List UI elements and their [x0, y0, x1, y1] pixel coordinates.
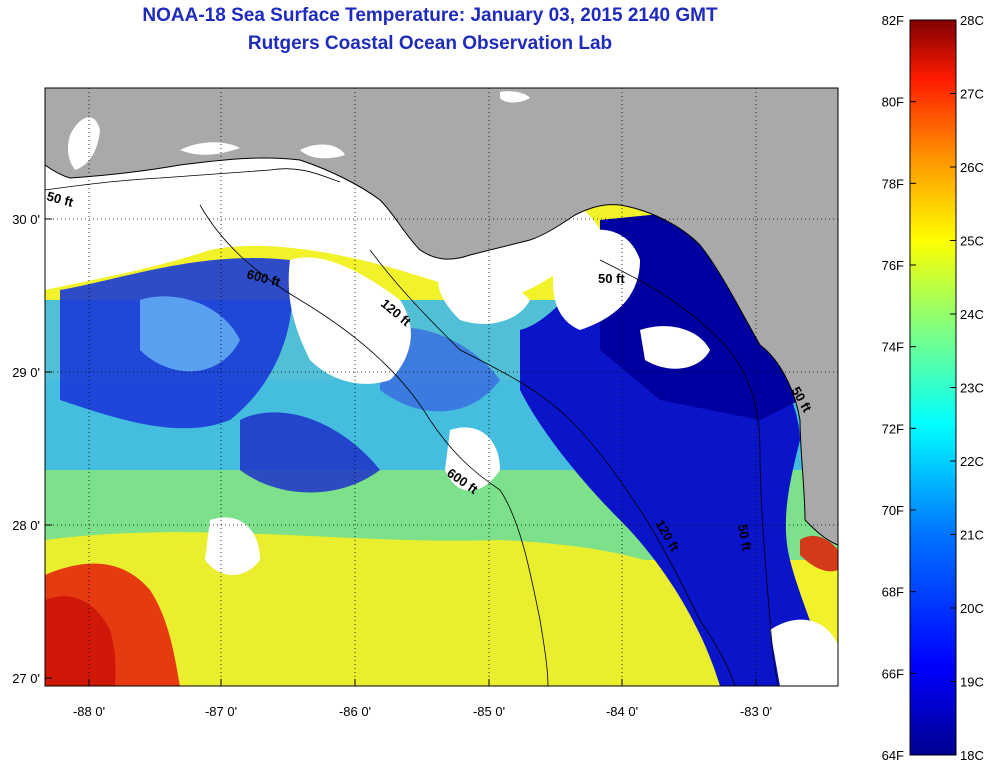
- coastline: [45, 157, 838, 546]
- grid-lines: [45, 88, 838, 686]
- colorbar-f-label: 72F: [882, 421, 904, 436]
- lon-tick-label: -88 0': [73, 704, 105, 719]
- no-data-cloud-7: [770, 619, 838, 686]
- colorbar-c-label: 20C: [960, 601, 984, 616]
- no-data-cloud-3: [552, 229, 640, 330]
- map-subtitle: Rutgers Coastal Ocean Observation Lab: [247, 33, 613, 54]
- colorbar-c-label: 25C: [960, 234, 984, 249]
- isobath-600ft: [199, 204, 549, 686]
- latitude-axis: 30 0' 29 0' 28 0' 27 0': [12, 212, 52, 686]
- colorbar-c-label: 27C: [960, 87, 984, 102]
- colorbar-f-label: 78F: [882, 176, 904, 191]
- bay-st-andrew: [300, 144, 345, 159]
- colorbar-f-label: 76F: [882, 258, 904, 273]
- no-data-cloud-5: [445, 427, 500, 491]
- colorbar-f-label: 80F: [882, 95, 904, 110]
- lon-tick-label: -83 0': [740, 704, 772, 719]
- colorbar-f-label: 82F: [882, 13, 904, 28]
- colorbar-c-label: 28C: [960, 13, 984, 28]
- colorbar-c-label: 23C: [960, 381, 984, 396]
- colorbar-fahrenheit-labels: 82F 80F 78F 76F 74F 72F 70F 68F 66F 64F: [882, 13, 916, 763]
- bay-pensacola: [180, 142, 240, 155]
- isobath-50ft-east: [599, 259, 779, 686]
- sst-cool-central: [240, 412, 380, 493]
- longitude-axis: -88 0' -87 0' -86 0' -85 0' -84 0' -83 0': [73, 679, 772, 719]
- lat-tick-label: 30 0': [12, 212, 40, 227]
- no-data-cloud-2: [438, 267, 530, 324]
- colorbar: [909, 19, 957, 756]
- lat-tick-label: 27 0': [12, 671, 40, 686]
- lon-tick-label: -87 0': [205, 704, 237, 719]
- colorbar-celsius-labels: 28C 27C 26C 25C 24C 23C 22C 21C 20C 19C 18C: [950, 13, 984, 763]
- isobath-label-50ft-west: 50 ft: [45, 188, 75, 210]
- lat-tick-label: 28 0': [12, 518, 40, 533]
- sst-hot-eddy-core: [45, 596, 116, 686]
- colorbar-f-label: 66F: [882, 666, 904, 681]
- colorbar-c-label: 18C: [960, 748, 984, 763]
- map-frame: [44, 87, 839, 687]
- sst-warm-area: [45, 532, 720, 686]
- isobath-label-50ft-south: 50 ft: [735, 523, 755, 553]
- isobath-120ft: [369, 249, 736, 686]
- no-data-cloud-4: [640, 326, 710, 369]
- colorbar-f-label: 74F: [882, 340, 904, 355]
- map-title: NOAA-18 Sea Surface Temperature: January…: [142, 5, 718, 26]
- colorbar-f-label: 70F: [882, 503, 904, 518]
- lon-tick-label: -84 0': [606, 704, 638, 719]
- no-data-cloud-6: [205, 517, 260, 575]
- colorbar-f-label: 64F: [882, 748, 904, 763]
- isobath-50ft-west: [45, 168, 341, 191]
- coastal-warm-pocket: [800, 535, 838, 572]
- colorbar-c-label: 21C: [960, 528, 984, 543]
- lat-tick-label: 29 0': [12, 365, 40, 380]
- lon-tick-label: -86 0': [339, 704, 371, 719]
- land-area: [45, 88, 838, 545]
- lon-tick-label: -85 0': [473, 704, 505, 719]
- isobath-label-50ft-bigbend: 50 ft: [598, 271, 625, 286]
- bay-mobile: [67, 117, 100, 170]
- sst-cool-central-2: [380, 327, 500, 412]
- colorbar-c-label: 19C: [960, 675, 984, 690]
- colorbar-c-label: 26C: [960, 160, 984, 175]
- sst-cool-patch: [140, 296, 240, 372]
- colorbar-f-label: 68F: [882, 585, 904, 600]
- colorbar-c-label: 24C: [960, 307, 984, 322]
- colorbar-c-label: 22C: [960, 454, 984, 469]
- lake-inland: [500, 91, 530, 103]
- no-data-cloud-1: [288, 257, 411, 384]
- sst-cold-core: [600, 210, 800, 420]
